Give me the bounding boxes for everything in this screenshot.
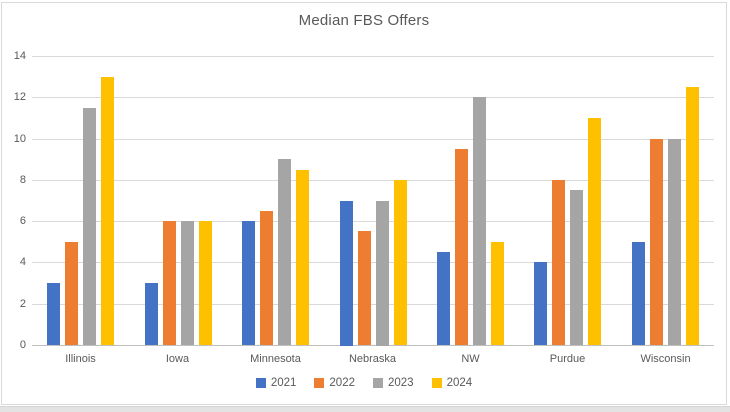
bar-wisconsin-2022[interactable] (650, 139, 663, 345)
legend-item-2022[interactable]: 2022 (314, 377, 355, 389)
ytick-label-8: 8 (19, 174, 26, 186)
bar-wisconsin-2024[interactable] (686, 87, 699, 345)
bar-purdue-2022[interactable] (552, 180, 565, 345)
xtick-label-nebraska: Nebraska (348, 353, 397, 365)
window-bottom-edge (0, 406, 730, 412)
bar-iowa-2023[interactable] (181, 221, 194, 345)
ytick-label-4: 4 (19, 256, 26, 268)
bar-wisconsin-2021[interactable] (632, 242, 645, 345)
bar-purdue-2023[interactable] (570, 190, 583, 345)
gridline-12 (32, 97, 714, 98)
ytick-label-6: 6 (19, 215, 26, 227)
xtick-label-illinois: Illinois (65, 353, 96, 365)
ytick-label-14: 14 (13, 50, 26, 62)
bar-nebraska-2023[interactable] (376, 201, 389, 346)
x-axis-line (32, 345, 714, 346)
xtick-label-purdue: Purdue (549, 353, 586, 365)
gridline-8 (32, 180, 714, 181)
bar-illinois-2023[interactable] (83, 108, 96, 345)
chart: Median FBS Offers 0 2 4 6 8 10 12 14 Illinois Iow… (1, 2, 727, 405)
bar-illinois-2022[interactable] (65, 242, 78, 345)
legend-label-2022: 2022 (329, 377, 355, 389)
bar-minnesota-2024[interactable] (296, 170, 309, 345)
bar-nebraska-2021[interactable] (340, 201, 353, 346)
plot-area: 0 2 4 6 8 10 12 14 Illinois Iowa Minnesota Nebraska… (2, 3, 726, 404)
gridline-6 (32, 221, 714, 222)
legend-swatch-2024 (431, 378, 442, 388)
bar-nw-2024[interactable] (491, 242, 504, 345)
ytick-label-10: 10 (13, 133, 26, 145)
bar-nebraska-2022[interactable] (358, 231, 371, 345)
bar-minnesota-2021[interactable] (242, 221, 255, 345)
xtick-label-minnesota: Minnesota (250, 353, 301, 365)
legend-item-2021[interactable]: 2021 (255, 377, 297, 389)
bar-iowa-2021[interactable] (145, 283, 158, 345)
bar-minnesota-2022[interactable] (260, 211, 273, 345)
bar-nw-2021[interactable] (437, 252, 450, 345)
bar-purdue-2024[interactable] (588, 118, 601, 345)
bar-nw-2022[interactable] (455, 149, 468, 345)
gridline-4 (32, 262, 714, 263)
legend-item-2023[interactable]: 2023 (373, 377, 414, 389)
bar-nebraska-2024[interactable] (394, 180, 407, 345)
legend-swatch-2021 (255, 378, 266, 388)
bar-illinois-2021[interactable] (47, 283, 60, 345)
bar-iowa-2024[interactable] (199, 221, 212, 345)
ytick-label-2: 2 (19, 298, 26, 310)
bar-wisconsin-2023[interactable] (668, 139, 681, 345)
ytick-label-0: 0 (19, 339, 26, 351)
legend-swatch-2023 (373, 378, 383, 388)
bar-illinois-2024[interactable] (101, 77, 114, 345)
legend-label-2024: 2024 (446, 377, 473, 389)
legend-item-2024[interactable]: 2024 (431, 377, 473, 389)
legend: 2021 2022 2023 2024 (2, 377, 726, 389)
bar-nw-2023[interactable] (473, 97, 486, 345)
ytick-label-12: 12 (13, 91, 26, 103)
legend-swatch-2022 (314, 378, 325, 388)
xtick-label-wisconsin: Wisconsin (640, 353, 691, 365)
gridline-14 (32, 56, 714, 57)
bar-iowa-2022[interactable] (163, 221, 176, 345)
gridline-2 (32, 304, 714, 305)
gridline-10 (32, 139, 714, 140)
bar-purdue-2021[interactable] (534, 262, 547, 345)
legend-label-2023: 2023 (388, 377, 414, 389)
legend-label-2021: 2021 (270, 377, 297, 389)
xtick-label-nw: NW (461, 353, 480, 365)
xtick-label-iowa: Iowa (165, 353, 190, 365)
chart-title[interactable]: Median FBS Offers (298, 12, 430, 29)
bar-minnesota-2023[interactable] (278, 159, 291, 345)
